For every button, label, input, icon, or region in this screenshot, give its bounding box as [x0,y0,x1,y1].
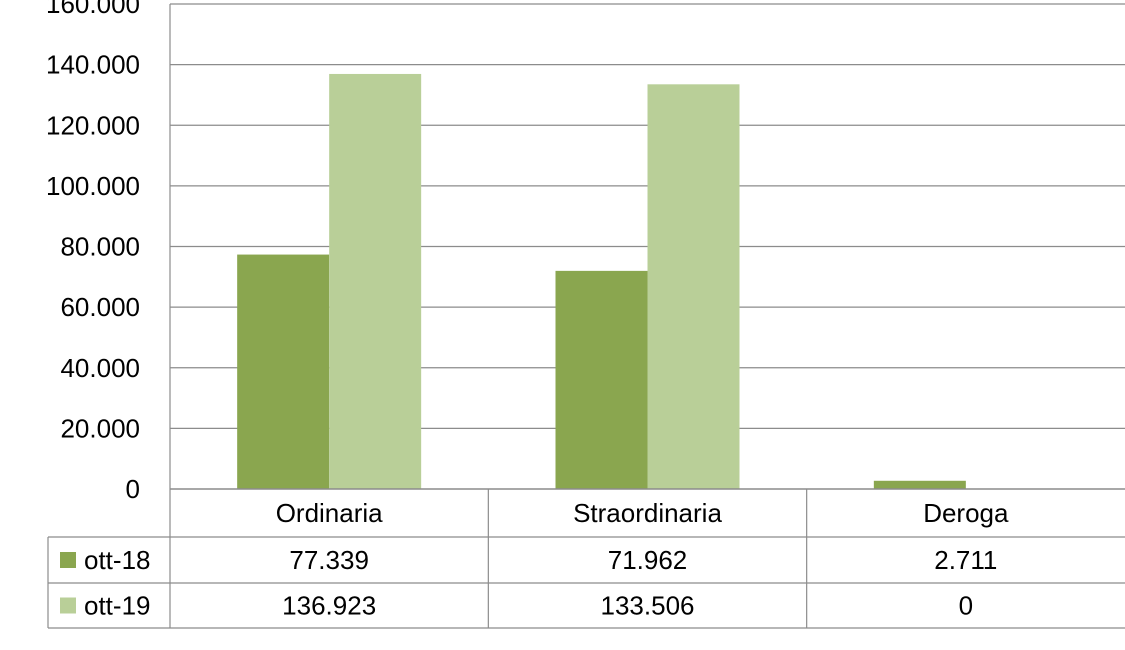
bar-ott-18-straordinaria [555,270,648,489]
y-tick-label: 160.000 [46,0,140,19]
legend-label: ott-19 [84,591,151,621]
category-label: Straordinaria [573,498,722,528]
legend-swatch-ott-18 [60,552,76,568]
legend-swatch-ott-19 [60,597,76,614]
data-table-cell: 136.923 [282,591,376,621]
y-tick-label: 80.000 [60,232,140,262]
bar-ott-18-deroga [873,480,966,489]
data-table-cell: 133.506 [601,591,695,621]
data-table-cell: 71.962 [608,545,688,575]
bar-ott-19-ordinaria [329,73,422,490]
y-tick-label: 120.000 [46,110,140,140]
category-label: Ordinaria [276,498,383,528]
bar-ott-19-straordinaria [647,84,740,489]
data-table-cell: 2.711 [934,545,997,575]
data-table-cell: 0 [959,591,973,621]
bar-ott-18-ordinaria [237,254,330,489]
y-tick-label: 20.000 [60,413,140,443]
category-label: Deroga [923,498,1009,528]
y-tick-label: 60.000 [60,292,140,322]
y-tick-label: 100.000 [46,171,140,201]
data-table-cell: 77.339 [289,545,369,575]
y-tick-label: 0 [126,474,140,504]
y-tick-label: 140.000 [46,50,140,80]
y-tick-label: 40.000 [60,353,140,383]
legend-label: ott-18 [84,545,151,575]
